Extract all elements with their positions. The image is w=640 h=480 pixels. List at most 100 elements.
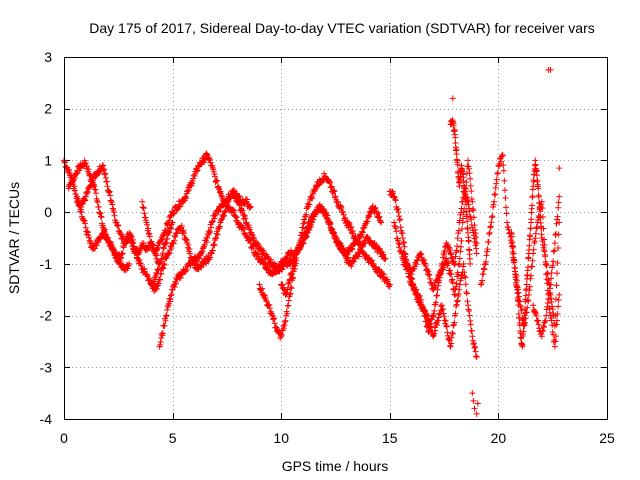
- data-point: [503, 204, 509, 210]
- data-point: [398, 224, 404, 230]
- data-point: [534, 178, 540, 184]
- data-point: [529, 263, 535, 269]
- data-point: [450, 95, 456, 101]
- data-point: [556, 194, 562, 200]
- series-group: [478, 152, 562, 350]
- x-tick-label: 5: [169, 430, 177, 446]
- data-point: [501, 168, 507, 174]
- data-point: [448, 344, 454, 350]
- data-point: [468, 322, 474, 328]
- data-point: [525, 264, 531, 270]
- data-point: [469, 333, 475, 339]
- y-tick-label: 1: [44, 152, 52, 168]
- data-point: [467, 313, 473, 319]
- y-tick-label: 3: [44, 49, 52, 65]
- data-point: [528, 225, 534, 231]
- data-point: [397, 216, 403, 222]
- data-point: [473, 246, 479, 252]
- data-point: [524, 273, 530, 279]
- data-point: [457, 249, 463, 255]
- data-point: [466, 308, 472, 314]
- data-point: [97, 211, 103, 217]
- data-point: [456, 261, 462, 267]
- data-point: [281, 322, 287, 328]
- data-point: [469, 199, 475, 205]
- data-point: [544, 271, 550, 277]
- data-point: [158, 271, 164, 277]
- chart: Day 175 of 2017, Sidereal Day-to-day VTE…: [0, 0, 640, 480]
- data-point: [95, 199, 101, 205]
- data-point: [432, 328, 438, 334]
- data-point: [465, 157, 471, 163]
- data-point: [397, 217, 403, 223]
- data-point: [542, 248, 548, 254]
- data-point: [489, 213, 495, 219]
- data-point: [486, 239, 492, 245]
- data-point: [474, 354, 480, 360]
- y-tick-label: 0: [44, 204, 52, 220]
- data-point: [555, 214, 561, 220]
- data-point: [468, 183, 474, 189]
- data-point: [140, 204, 146, 210]
- data-point: [473, 349, 479, 355]
- data-point: [467, 261, 473, 267]
- data-point: [528, 216, 534, 222]
- data-point: [474, 251, 480, 257]
- data-point: [533, 224, 539, 230]
- data-point: [487, 230, 493, 236]
- data-point: [447, 267, 453, 273]
- data-point: [458, 244, 464, 250]
- data-point: [159, 331, 165, 337]
- data-point: [455, 235, 461, 241]
- series-group: [450, 67, 562, 417]
- data-point: [78, 209, 84, 215]
- data-point: [454, 298, 460, 304]
- data-point: [96, 204, 102, 210]
- data-point: [455, 297, 461, 303]
- data-point: [163, 313, 169, 319]
- data-point: [504, 219, 510, 225]
- data-point: [482, 262, 488, 268]
- data-point: [556, 297, 562, 303]
- x-tick-label: 25: [599, 430, 615, 446]
- data-point: [445, 336, 451, 342]
- data-point: [472, 406, 478, 412]
- data-point: [439, 302, 445, 308]
- data-point: [555, 205, 561, 211]
- data-point: [454, 281, 460, 287]
- data-point: [489, 214, 495, 220]
- data-point: [102, 172, 108, 178]
- data-point: [456, 287, 462, 293]
- data-point: [463, 281, 469, 287]
- data-point: [530, 302, 536, 308]
- data-point: [146, 230, 152, 236]
- data-point: [467, 176, 473, 182]
- data-point: [554, 282, 560, 288]
- data-point: [494, 171, 500, 177]
- y-axis-label: SDTVAR / TECUs: [6, 182, 22, 294]
- data-point: [554, 221, 560, 227]
- x-tick-label: 20: [491, 430, 507, 446]
- data-point: [467, 170, 473, 176]
- data-point: [434, 292, 440, 298]
- data-point: [478, 282, 484, 288]
- data-point: [493, 185, 499, 191]
- data-point: [469, 328, 475, 334]
- data-point: [547, 310, 553, 316]
- data-point: [474, 411, 480, 417]
- series-group: [387, 188, 480, 335]
- data-point: [556, 199, 562, 205]
- data-point: [526, 292, 532, 298]
- data-point: [104, 179, 110, 185]
- data-point: [454, 243, 460, 249]
- data-point: [533, 231, 539, 237]
- data-point: [553, 231, 559, 237]
- data-point: [555, 303, 561, 309]
- data-point: [433, 293, 439, 299]
- data-point: [109, 199, 115, 205]
- data-point: [449, 277, 455, 283]
- y-tick-label: -4: [40, 411, 53, 427]
- data-point: [283, 318, 289, 324]
- data-point: [529, 202, 535, 208]
- data-point: [486, 231, 492, 237]
